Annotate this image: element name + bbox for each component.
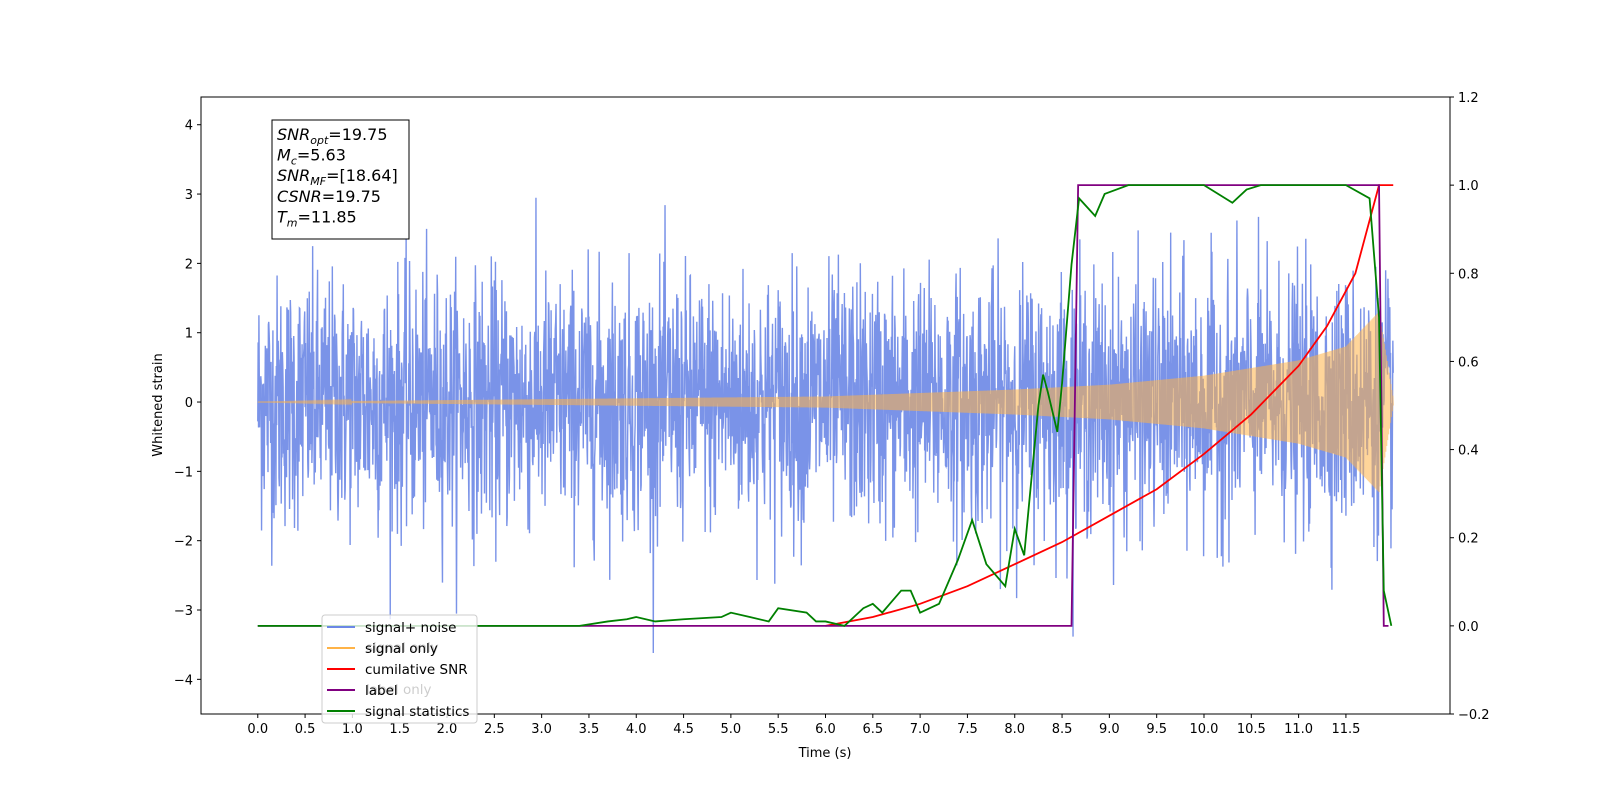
info-line: CSNR=19.75 (277, 187, 381, 206)
y-tick-label: 1 (185, 327, 193, 342)
x-tick-label: 11.0 (1284, 722, 1313, 737)
info-box-frame (271, 119, 410, 240)
x-tick-label: 4.5 (673, 722, 694, 737)
x-tick-label: 8.0 (1004, 722, 1025, 737)
x-tick-label: 5.5 (768, 722, 789, 737)
y2-tick-label: −0.2 (1458, 708, 1490, 723)
legend-entry-label: cumilative SNR (365, 662, 468, 678)
legend: signal onlylabel onlysignal+ noisesignal… (321, 614, 478, 724)
y-axis-label: Whitened strain (151, 353, 166, 456)
x-tick-label: 7.0 (910, 722, 931, 737)
y-tick-label: 4 (185, 119, 193, 134)
y2-tick-label: 0.8 (1458, 267, 1479, 282)
x-tick-label: 9.0 (1099, 722, 1120, 737)
info-line: SNRMF=[18.64] (277, 166, 398, 188)
y-tick-label: −3 (174, 604, 193, 619)
series-cumulative-snr-line (825, 184, 1394, 627)
info-line: SNRopt=19.75 (277, 125, 388, 147)
y2-tick-label: 0.2 (1458, 532, 1479, 547)
info-line: Mc=5.63 (277, 146, 346, 168)
y2-tick-label: 1.2 (1458, 91, 1479, 106)
series-signal-only-line (257, 312, 1394, 493)
plot-area (257, 184, 1394, 653)
legend-entry-label: label (365, 683, 398, 699)
x-tick-label: 9.5 (1146, 722, 1167, 737)
y2-tick-label: 1.0 (1458, 179, 1479, 194)
x-tick-label: 7.5 (957, 722, 978, 737)
x-tick-label: 1.5 (389, 722, 410, 737)
axes: 0.0 0.5 1.0 1.5 2.0 2.5 3.0 3.5 4.0 4.5 5.0 5.5 6.0 6… (174, 91, 1490, 737)
x-tick-label: 6.5 (862, 722, 883, 737)
x-tick-label: 0.5 (295, 722, 316, 737)
x-tick-label: 8.5 (1052, 722, 1073, 737)
x-tick-label: 1.0 (342, 722, 363, 737)
series-signal-statistics-line (257, 184, 1393, 627)
legend-frame (321, 614, 478, 724)
x-tick-label: 2.0 (437, 722, 458, 737)
series-label-line (257, 184, 1389, 627)
y-tick-label: 0 (185, 396, 193, 411)
y2-tick-label: 0.0 (1458, 620, 1479, 635)
x-tick-label: 3.0 (531, 722, 552, 737)
info-line: Tm=11.85 (277, 207, 357, 229)
x-tick-label: 10.5 (1237, 722, 1266, 737)
info-box: SNRopt=19.75Mc=5.63SNRMF=[18.64]CSNR=19.… (271, 119, 410, 240)
y-tick-label: 3 (185, 188, 193, 203)
y2-tick-label: 0.4 (1458, 444, 1479, 459)
x-tick-label: 10.0 (1190, 722, 1219, 737)
y-tick-label: −2 (174, 535, 193, 550)
legend-entry-label: signal+ noise (365, 620, 456, 636)
y2-tick-label: 0.6 (1458, 355, 1479, 370)
x-tick-label: 0.0 (247, 722, 268, 737)
legend-entry-label: signal statistics (365, 704, 469, 720)
x-tick-label: 4.0 (626, 722, 647, 737)
y-tick-label: −4 (174, 673, 193, 688)
x-tick-label: 2.5 (484, 722, 505, 737)
y-tick-label: −1 (174, 465, 193, 480)
x-tick-label: 11.5 (1331, 722, 1360, 737)
legend-entry-label: signal only (365, 641, 438, 657)
y-tick-label: 2 (185, 257, 193, 272)
x-tick-label: 3.5 (579, 722, 600, 737)
x-tick-label: 5.0 (721, 722, 742, 737)
x-axis-label: Time (s) (798, 746, 852, 761)
x-tick-label: 6.0 (815, 722, 836, 737)
